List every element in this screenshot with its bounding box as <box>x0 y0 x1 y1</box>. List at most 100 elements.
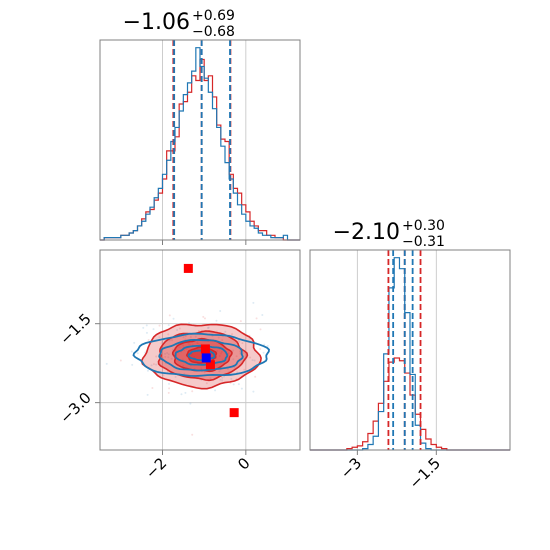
sample-point <box>232 349 235 352</box>
sample-point <box>200 367 203 370</box>
top-left-title-median: −1.06 <box>123 10 190 35</box>
bottom-left-ytick-label: −3.0 <box>56 389 94 427</box>
sample-point <box>145 331 148 334</box>
sample-point <box>155 355 158 358</box>
sample-point <box>146 369 149 372</box>
sample-point <box>164 352 167 355</box>
sample-point <box>133 341 136 344</box>
sample-point <box>266 344 269 347</box>
bottom-right-xtick-label: −1.5 <box>406 454 444 492</box>
sample-point <box>221 379 224 382</box>
sample-point <box>221 358 224 361</box>
top-left-blue-series <box>100 47 300 241</box>
sample-point <box>254 375 257 378</box>
sample-point <box>174 375 177 378</box>
bottom-right-histogram: −2.10 +0.30−0.31 <box>309 218 511 451</box>
sample-point <box>189 336 192 339</box>
sample-point <box>158 324 161 327</box>
sample-point <box>155 363 158 366</box>
sample-point <box>167 353 170 356</box>
sample-point <box>241 342 244 345</box>
sample-point <box>197 342 200 345</box>
bottom-right-title-lower: −0.31 <box>402 234 445 250</box>
sample-point <box>221 339 224 342</box>
sample-point <box>202 315 205 318</box>
sample-point <box>142 326 145 329</box>
sample-point <box>151 386 154 389</box>
top-left-histogram: −1.06 +0.69−0.68 <box>99 8 301 241</box>
sample-point <box>150 364 153 367</box>
bottom-right-title-median: −2.10 <box>333 220 400 245</box>
sample-point <box>252 301 255 304</box>
sample-point <box>220 350 223 353</box>
sample-point <box>187 342 190 345</box>
sample-point <box>170 357 173 360</box>
sample-point <box>214 389 217 392</box>
sample-point <box>178 346 181 349</box>
bottom-right-frame <box>309 249 511 451</box>
sample-point <box>180 393 183 396</box>
sample-point <box>221 376 224 379</box>
sample-point <box>152 328 155 331</box>
sample-point <box>184 338 187 341</box>
sample-point <box>219 310 222 313</box>
sample-point <box>131 363 134 366</box>
sample-point <box>172 317 175 320</box>
sample-point <box>259 328 262 331</box>
sample-point <box>255 317 258 320</box>
sample-point <box>223 375 226 378</box>
sample-point <box>160 342 163 345</box>
sample-point <box>164 355 167 358</box>
sample-point <box>251 359 254 362</box>
sample-point <box>217 336 220 339</box>
sample-point <box>176 328 179 331</box>
sample-point <box>191 433 194 436</box>
sample-point <box>252 390 255 393</box>
sample-point <box>171 339 174 342</box>
sample-point <box>184 335 187 338</box>
bottom-left-xtick-label: 0 <box>234 454 253 473</box>
sample-point <box>209 377 212 380</box>
bottom-right-title-upper: +0.30 <box>402 218 445 234</box>
sample-point <box>224 330 227 333</box>
sample-point <box>231 333 234 336</box>
sample-point <box>145 324 148 327</box>
sample-point <box>206 326 209 329</box>
sample-point <box>168 339 171 342</box>
sample-point <box>218 370 221 373</box>
sample-point <box>253 359 256 362</box>
sample-point <box>167 391 170 394</box>
sample-point <box>240 387 243 390</box>
sample-point <box>203 371 206 374</box>
red-marker <box>205 360 215 370</box>
sample-point <box>147 338 150 341</box>
sample-point <box>188 322 191 325</box>
sample-point <box>185 347 188 350</box>
blue-marker <box>201 353 211 363</box>
sample-point <box>166 352 169 355</box>
bottom-right-xtick-label: −3 <box>337 454 365 482</box>
blue-contour-level <box>158 338 244 372</box>
sample-point <box>203 317 206 320</box>
sample-point <box>189 343 192 346</box>
bottom-left-contour <box>99 249 301 451</box>
sample-point <box>167 324 170 327</box>
sample-point <box>105 362 108 365</box>
red-marker <box>229 408 239 418</box>
sample-point <box>235 355 238 358</box>
sample-point <box>259 347 262 350</box>
sample-point <box>249 356 252 359</box>
sample-point <box>191 390 194 393</box>
top-left-title-upper: +0.69 <box>192 8 235 24</box>
sample-point <box>167 333 170 336</box>
sample-point <box>162 374 165 377</box>
sample-point <box>216 349 219 352</box>
sample-point <box>158 336 161 339</box>
top-left-frame <box>99 39 301 241</box>
sample-point <box>182 364 185 367</box>
sample-point <box>194 335 197 338</box>
sample-point <box>219 352 222 355</box>
bottom-left-ytick-label: −1.5 <box>56 310 94 348</box>
sample-point <box>262 351 265 354</box>
